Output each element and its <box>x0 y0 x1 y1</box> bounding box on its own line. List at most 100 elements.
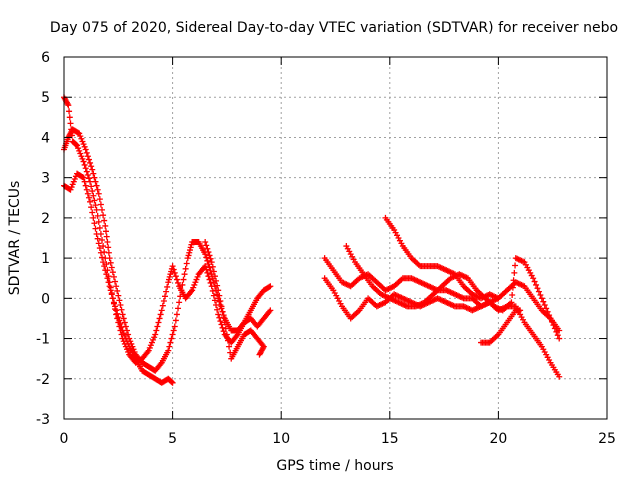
data-point <box>540 298 547 305</box>
data-point <box>218 303 225 310</box>
data-point <box>266 283 273 290</box>
data-point <box>114 287 121 294</box>
data-point <box>534 285 541 292</box>
data-point <box>118 324 125 331</box>
data-point <box>116 317 123 324</box>
data-point <box>88 204 95 211</box>
data-point <box>85 156 92 163</box>
data-point <box>115 292 122 299</box>
data-point <box>64 100 71 107</box>
y-axis-label: SDTVAR / TECUs <box>7 181 23 296</box>
data-point <box>157 361 164 368</box>
data-point <box>84 153 91 160</box>
data-point <box>193 276 200 283</box>
x-tick-label: 15 <box>381 431 399 447</box>
data-point <box>80 141 87 148</box>
series-trace-c <box>61 170 176 386</box>
data-point <box>510 277 517 284</box>
y-tick-label: 1 <box>41 251 50 267</box>
data-point <box>186 249 193 256</box>
data-point <box>96 224 103 231</box>
data-point <box>102 255 109 262</box>
data-point <box>266 308 273 315</box>
data-point <box>509 284 516 291</box>
y-tick-label: 5 <box>41 90 50 106</box>
data-point <box>102 222 109 229</box>
data-point <box>204 245 211 252</box>
data-point <box>65 102 72 109</box>
data-points <box>61 94 563 386</box>
data-point <box>173 311 180 318</box>
data-point <box>547 315 554 322</box>
data-point <box>101 217 108 224</box>
data-point <box>117 302 124 309</box>
data-point <box>84 171 91 178</box>
data-point <box>99 254 106 261</box>
data-point <box>204 257 211 264</box>
data-point <box>100 212 107 219</box>
data-point <box>211 297 218 304</box>
data-point <box>94 235 101 242</box>
data-point <box>208 283 215 290</box>
data-point <box>102 228 109 235</box>
data-point <box>209 263 216 270</box>
data-point <box>113 283 120 290</box>
data-point <box>77 133 84 140</box>
data-point <box>556 335 563 342</box>
data-point <box>119 311 126 318</box>
data-point <box>224 337 231 344</box>
y-tick-label: -3 <box>36 412 50 428</box>
data-point <box>207 279 214 286</box>
data-point <box>90 192 97 199</box>
x-tick-label: 20 <box>489 431 507 447</box>
data-point <box>81 178 88 185</box>
data-point <box>208 259 215 266</box>
data-point <box>267 307 274 314</box>
data-point <box>169 263 176 270</box>
data-point <box>101 263 108 270</box>
data-point <box>188 288 195 295</box>
data-point <box>165 279 172 286</box>
data-point <box>556 373 563 380</box>
data-point <box>85 194 92 201</box>
x-tick-label: 0 <box>60 431 69 447</box>
data-point <box>95 218 102 225</box>
data-point <box>160 298 167 305</box>
data-point <box>535 288 542 295</box>
data-point <box>110 299 117 306</box>
data-point <box>171 269 178 276</box>
data-point <box>157 311 164 318</box>
data-point <box>216 292 223 299</box>
data-point <box>82 182 89 189</box>
data-point <box>210 268 217 275</box>
data-point <box>156 315 163 322</box>
data-point <box>85 175 92 182</box>
data-point <box>67 186 74 193</box>
data-point <box>551 325 558 332</box>
data-point <box>509 291 516 298</box>
data-point <box>512 262 519 269</box>
data-point <box>82 165 89 172</box>
data-point <box>100 243 107 250</box>
data-point <box>218 321 225 328</box>
data-point <box>163 288 170 295</box>
data-point <box>189 287 196 294</box>
data-point <box>75 145 82 152</box>
data-point <box>99 206 106 213</box>
data-point <box>69 181 76 188</box>
data-point <box>168 335 175 342</box>
data-point <box>170 327 177 334</box>
data-point <box>191 281 198 288</box>
data-point <box>150 336 157 343</box>
data-point <box>173 276 180 283</box>
data-point <box>103 233 110 240</box>
data-point <box>106 283 113 290</box>
data-point <box>215 311 222 318</box>
data-point <box>216 314 223 321</box>
data-point <box>74 142 81 149</box>
data-point <box>170 266 177 273</box>
data-point <box>83 186 90 193</box>
data-point <box>169 379 176 386</box>
data-point <box>202 263 209 270</box>
data-point <box>109 269 116 276</box>
